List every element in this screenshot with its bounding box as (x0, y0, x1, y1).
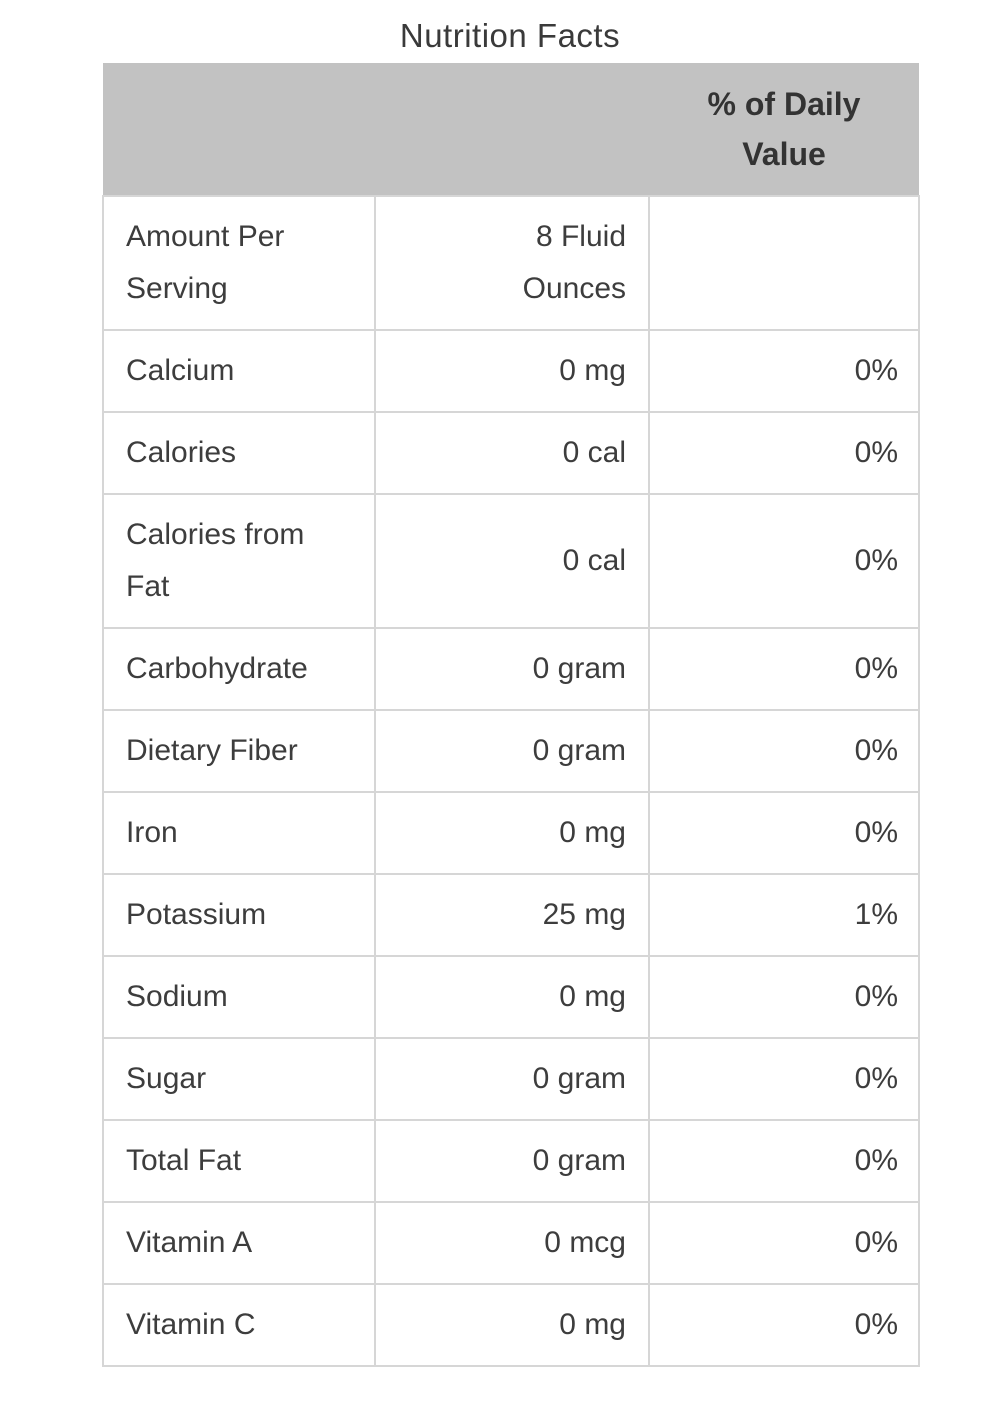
amount-cell: 0 mg (374, 1283, 650, 1367)
amount-cell: 0 mcg (374, 1201, 650, 1285)
nutrient-label-cell: Vitamin A (102, 1201, 376, 1285)
percent-cell: 0% (648, 493, 920, 629)
page-title: Nutrition Facts (399, 17, 621, 54)
nutrient-label-cell: Carbohydrate (102, 627, 376, 711)
table-body: Amount Per Serving 8 Fluid Ounces Calciu… (102, 195, 920, 1367)
percent-cell: 0% (648, 411, 920, 495)
amount-cell: 25 mg (374, 873, 650, 957)
percent-cell (648, 195, 920, 331)
percent-cell: 0% (648, 791, 920, 875)
nutrient-label-cell: Amount Per Serving (102, 195, 376, 331)
table-header: % of Daily Value (103, 63, 919, 196)
table-row: Amount Per Serving 8 Fluid Ounces (102, 195, 920, 331)
percent-cell: 0% (648, 329, 920, 413)
table-row: Total Fat 0 gram 0% (102, 1119, 920, 1203)
amount-cell: 0 gram (374, 1037, 650, 1121)
table-row: Calories 0 cal 0% (102, 411, 920, 495)
amount-cell: 0 gram (374, 709, 650, 793)
nutrient-label-cell: Sodium (102, 955, 376, 1039)
nutrient-label-cell: Calcium (102, 329, 376, 413)
nutrition-facts-sheet: Nutrition Facts % of Daily Value Amount … (102, 0, 920, 1367)
table-row: Vitamin C 0 mg 0% (102, 1283, 920, 1367)
nutrient-label-cell: Calories from Fat (102, 493, 376, 629)
amount-cell: 0 mg (374, 955, 650, 1039)
table-row: Iron 0 mg 0% (102, 791, 920, 875)
nutrient-label-cell: Iron (102, 791, 376, 875)
nutrient-label-cell: Potassium (102, 873, 376, 957)
amount-cell: 0 gram (374, 1119, 650, 1203)
percent-cell: 1% (648, 873, 920, 957)
table-row: Potassium 25 mg 1% (102, 873, 920, 957)
nutrition-table: % of Daily Value Amount Per Serving 8 Fl… (102, 63, 920, 1367)
percent-cell: 0% (648, 955, 920, 1039)
amount-cell: 0 cal (374, 493, 650, 629)
amount-cell: 0 gram (374, 627, 650, 711)
nutrient-label-cell: Vitamin C (102, 1283, 376, 1367)
amount-cell: 0 mg (374, 329, 650, 413)
table-row: Sodium 0 mg 0% (102, 955, 920, 1039)
table-row: Calcium 0 mg 0% (102, 329, 920, 413)
amount-cell: 0 mg (374, 791, 650, 875)
table-row: Dietary Fiber 0 gram 0% (102, 709, 920, 793)
header-cell-nutrient (103, 63, 375, 196)
table-row: Sugar 0 gram 0% (102, 1037, 920, 1121)
header-row: % of Daily Value (103, 63, 919, 196)
nutrient-label-cell: Sugar (102, 1037, 376, 1121)
table-row: Vitamin A 0 mcg 0% (102, 1201, 920, 1285)
percent-cell: 0% (648, 1037, 920, 1121)
percent-cell: 0% (648, 1119, 920, 1203)
header-cell-daily-value: % of Daily Value (649, 63, 919, 196)
amount-cell: 8 Fluid Ounces (374, 195, 650, 331)
nutrient-label-cell: Total Fat (102, 1119, 376, 1203)
amount-cell: 0 cal (374, 411, 650, 495)
table-row: Carbohydrate 0 gram 0% (102, 627, 920, 711)
percent-cell: 0% (648, 709, 920, 793)
percent-cell: 0% (648, 1201, 920, 1285)
nutrient-label-cell: Calories (102, 411, 376, 495)
percent-cell: 0% (648, 1283, 920, 1367)
header-cell-amount (375, 63, 649, 196)
nutrient-label-cell: Dietary Fiber (102, 709, 376, 793)
table-row: Calories from Fat 0 cal 0% (102, 493, 920, 629)
percent-cell: 0% (648, 627, 920, 711)
